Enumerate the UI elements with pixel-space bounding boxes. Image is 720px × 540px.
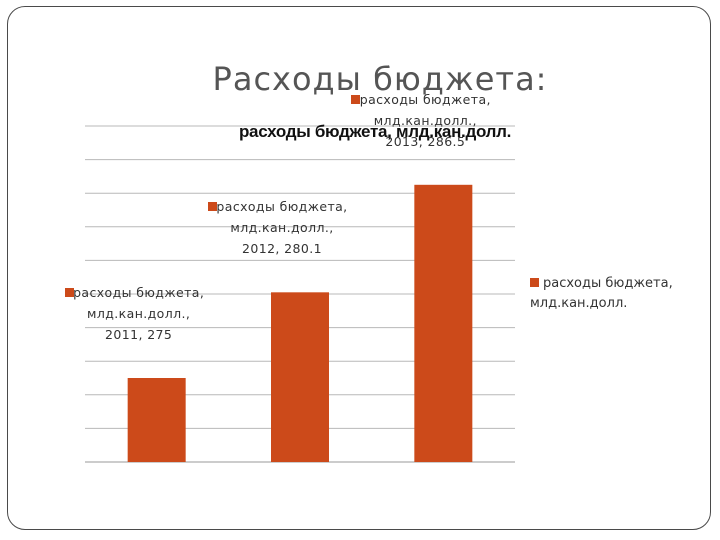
data-label-swatch [64, 288, 74, 297]
data-label-2011: расходы бюджета, млд.кан.долл., 2011, 27… [64, 282, 209, 345]
data-label-text: расходы бюджета, млд.кан.долл., 2013, 28… [359, 91, 491, 149]
data-label-text: расходы бюджета, млд.кан.долл., 2012, 28… [216, 199, 348, 257]
data-label-swatch [351, 94, 361, 104]
legend-label: расходы бюджета, млд.кан.долл. [530, 276, 673, 311]
bar-2012 [271, 292, 329, 462]
bar-2011 [127, 378, 186, 462]
slide-title: Расходы бюджета: [212, 60, 548, 98]
chart-legend: расходы бюджета, млд.кан.долл. [530, 274, 700, 314]
legend-swatch [530, 278, 539, 287]
data-label-swatch [208, 202, 217, 212]
data-label-2012: расходы бюджета, млд.кан.долл., 2012, 28… [208, 196, 352, 259]
chart-title: расходы бюджета, млд.кан.долл. [238, 122, 512, 141]
slide-frame [7, 6, 711, 530]
data-label-text: расходы бюджета, млд.кан.долл., 2011, 27… [73, 285, 205, 342]
data-label-2013: расходы бюджета, млд.кан.долл., 2013, 28… [351, 89, 495, 152]
bar-2013 [414, 184, 473, 463]
